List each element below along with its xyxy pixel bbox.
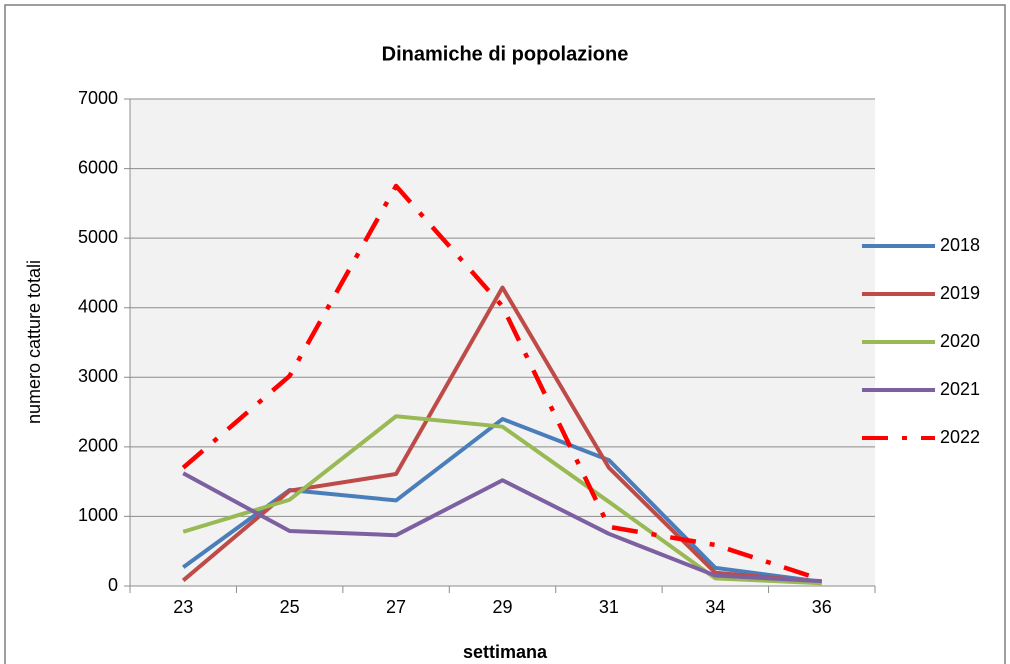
- plot-area: [130, 99, 875, 586]
- x-tick-label: 29: [492, 597, 512, 617]
- legend-label: 2019: [940, 283, 980, 303]
- x-tick-label: 31: [599, 597, 619, 617]
- y-tick-label: 6000: [78, 157, 118, 177]
- x-tick-label: 25: [280, 597, 300, 617]
- legend-label: 2021: [940, 379, 980, 399]
- x-tick-label: 36: [812, 597, 832, 617]
- x-tick-label: 34: [705, 597, 725, 617]
- y-axis-label: numero catture totali: [24, 260, 44, 424]
- legend-label: 2018: [940, 235, 980, 255]
- y-tick-label: 1000: [78, 505, 118, 525]
- chart-title: Dinamiche di popolazione: [382, 43, 629, 65]
- series-line: [182, 471, 822, 584]
- x-axis-label: settimana: [463, 642, 548, 662]
- x-tick-label: 27: [386, 597, 406, 617]
- y-tick-label: 4000: [78, 296, 118, 316]
- y-tick-label: 7000: [78, 88, 118, 108]
- y-tick-label: 5000: [78, 227, 118, 247]
- y-tick-label: 0: [108, 575, 118, 595]
- legend-label: 2022: [940, 427, 980, 447]
- series-line: [181, 183, 823, 582]
- series-line: [181, 285, 822, 584]
- series-line: [182, 414, 822, 586]
- y-tick-label: 3000: [78, 366, 118, 386]
- x-tick-label: 23: [173, 597, 193, 617]
- legend-label: 2020: [940, 331, 980, 351]
- y-tick-label: 2000: [78, 436, 118, 456]
